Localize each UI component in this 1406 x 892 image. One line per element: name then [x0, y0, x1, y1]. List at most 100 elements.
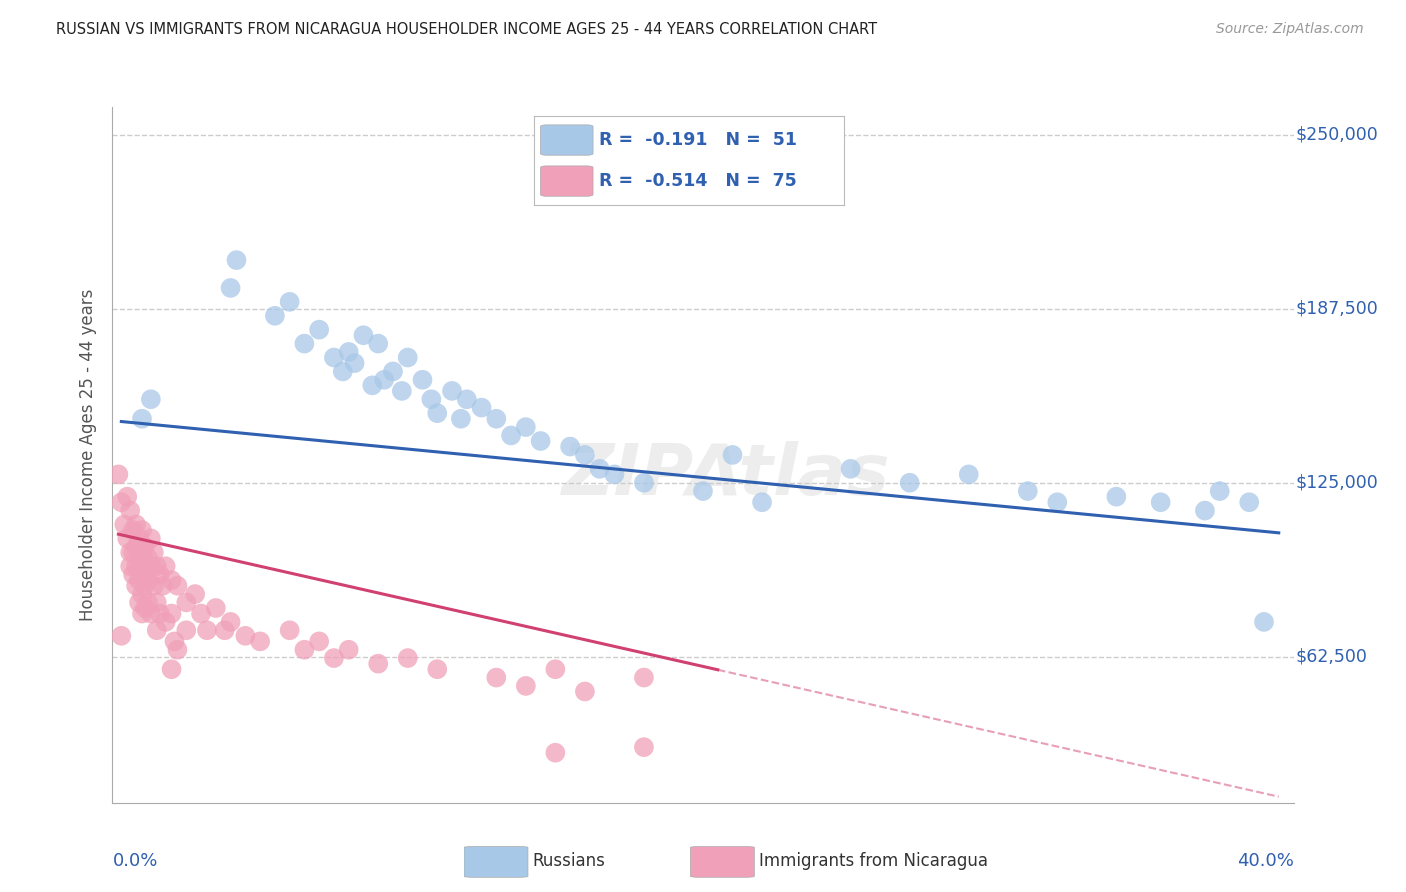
- Point: [396, 651, 419, 665]
- Point: [957, 467, 980, 482]
- Point: [117, 490, 138, 504]
- Point: [107, 467, 129, 482]
- Point: [515, 420, 537, 434]
- Point: [278, 294, 301, 309]
- Point: [574, 448, 596, 462]
- Point: [142, 579, 165, 593]
- Point: [136, 550, 159, 565]
- Point: [343, 356, 366, 370]
- Point: [117, 532, 138, 546]
- Point: [839, 462, 862, 476]
- Point: [155, 615, 177, 629]
- Point: [219, 615, 242, 629]
- Point: [308, 634, 330, 648]
- Point: [692, 484, 714, 499]
- Point: [122, 567, 145, 582]
- Point: [323, 651, 346, 665]
- Point: [456, 392, 478, 407]
- Point: [139, 607, 162, 621]
- Point: [470, 401, 494, 415]
- Point: [233, 629, 256, 643]
- Text: $250,000: $250,000: [1296, 126, 1379, 144]
- Point: [367, 657, 389, 671]
- Point: [603, 467, 626, 482]
- FancyBboxPatch shape: [540, 166, 593, 196]
- Point: [1239, 495, 1261, 509]
- Text: $187,500: $187,500: [1296, 300, 1379, 318]
- Point: [112, 517, 135, 532]
- Point: [190, 607, 212, 621]
- Point: [292, 336, 315, 351]
- Point: [450, 411, 472, 425]
- Point: [134, 540, 156, 554]
- Point: [125, 559, 148, 574]
- Text: Source: ZipAtlas.com: Source: ZipAtlas.com: [1216, 22, 1364, 37]
- Point: [337, 642, 360, 657]
- Point: [382, 364, 405, 378]
- Point: [125, 579, 148, 593]
- Point: [633, 671, 655, 685]
- Point: [128, 573, 150, 587]
- Point: [391, 384, 413, 398]
- Point: [501, 428, 523, 442]
- Text: ZIPAtlas: ZIPAtlas: [562, 442, 891, 510]
- Point: [205, 601, 228, 615]
- Point: [131, 411, 153, 425]
- Point: [426, 406, 449, 420]
- Point: [249, 634, 271, 648]
- Point: [1150, 495, 1173, 509]
- Point: [332, 364, 354, 378]
- Point: [485, 671, 508, 685]
- Point: [174, 624, 197, 638]
- Point: [558, 440, 582, 454]
- Point: [323, 351, 346, 365]
- Point: [721, 448, 744, 462]
- Point: [633, 740, 655, 755]
- FancyBboxPatch shape: [540, 125, 593, 155]
- Point: [131, 567, 153, 582]
- Point: [441, 384, 464, 398]
- Point: [152, 579, 174, 593]
- Point: [166, 642, 188, 657]
- Text: Russians: Russians: [533, 852, 606, 870]
- Point: [214, 624, 236, 638]
- Point: [110, 629, 132, 643]
- Point: [1105, 490, 1128, 504]
- Point: [174, 595, 197, 609]
- Point: [264, 309, 287, 323]
- Point: [292, 642, 315, 657]
- Point: [128, 532, 150, 546]
- Point: [1341, 503, 1364, 517]
- Point: [134, 559, 156, 574]
- Point: [125, 540, 148, 554]
- Point: [1194, 503, 1216, 517]
- Point: [134, 579, 156, 593]
- Point: [396, 351, 419, 365]
- Point: [120, 503, 142, 517]
- Point: [155, 559, 177, 574]
- Point: [1017, 484, 1039, 499]
- Text: Immigrants from Nicaragua: Immigrants from Nicaragua: [759, 852, 988, 870]
- Point: [1208, 484, 1232, 499]
- Point: [139, 532, 162, 546]
- Point: [131, 607, 153, 621]
- Point: [136, 573, 159, 587]
- Point: [751, 495, 773, 509]
- Point: [131, 523, 153, 537]
- Y-axis label: Householder Income Ages 25 - 44 years: Householder Income Ages 25 - 44 years: [79, 289, 97, 621]
- Point: [146, 624, 169, 638]
- Point: [163, 634, 186, 648]
- Point: [420, 392, 443, 407]
- Point: [361, 378, 384, 392]
- Point: [544, 662, 567, 676]
- Point: [149, 607, 172, 621]
- Point: [633, 475, 655, 490]
- Point: [146, 595, 169, 609]
- Text: 0.0%: 0.0%: [112, 852, 157, 870]
- Point: [131, 545, 153, 559]
- Point: [337, 345, 360, 359]
- Point: [574, 684, 596, 698]
- Point: [308, 323, 330, 337]
- Point: [166, 579, 188, 593]
- Point: [219, 281, 242, 295]
